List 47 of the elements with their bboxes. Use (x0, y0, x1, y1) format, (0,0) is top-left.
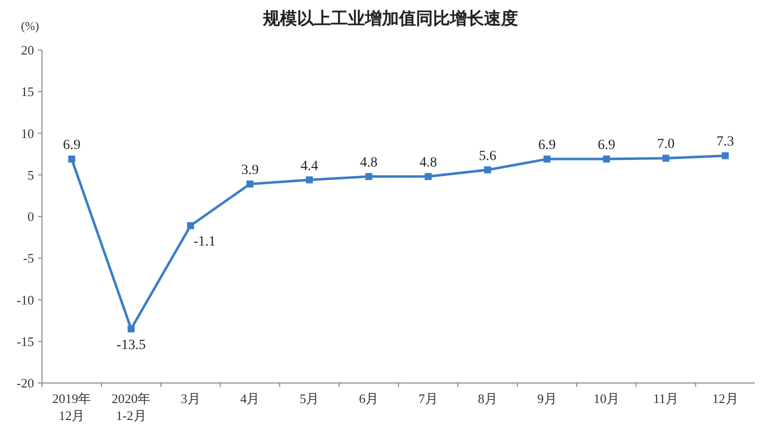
text: 6.9 (538, 138, 556, 154)
y-tick-label: -15 (16, 334, 34, 349)
x-tick-label: 4月 (240, 391, 260, 406)
text: 4.4 (300, 158, 318, 174)
point (484, 166, 492, 174)
x-tick-label: 8月 (478, 391, 498, 406)
point (187, 222, 194, 230)
y-tick-label: 15 (21, 84, 34, 100)
point (128, 325, 135, 332)
text: 7.0 (657, 137, 675, 152)
y-tick-label: -20 (16, 376, 34, 390)
x-tick-label: 2019年 12月 (52, 391, 92, 423)
x-tick-label: 9月 (537, 391, 557, 406)
text: 3.9 (241, 163, 259, 178)
point (602, 156, 610, 163)
text: 7.3 (716, 134, 734, 150)
point (722, 152, 729, 160)
x-tick-label: 12月 (712, 391, 738, 406)
text: 4.8 (419, 156, 437, 171)
x-tick-label: 6月 (359, 391, 379, 406)
y-tick-label: 10 (21, 126, 34, 141)
point (306, 176, 313, 184)
x-tick-label: 2020年 1-2月 (112, 391, 151, 423)
point (662, 154, 670, 162)
text: 4.8 (360, 156, 378, 171)
x-tick-label: 5月 (300, 391, 320, 406)
chart-title: 规模以上工业增加值同比增长速度 (262, 9, 518, 29)
y-tick-label: 5 (28, 167, 34, 182)
point (68, 156, 76, 163)
y-axis-title: (%) (21, 19, 39, 33)
text: 6.9 (598, 138, 616, 154)
text: -13.5 (116, 338, 146, 353)
point (424, 173, 432, 180)
text: -1.1 (193, 234, 216, 250)
y-tick-label: 0 (28, 209, 34, 224)
x-tick-label: 3月 (180, 391, 200, 406)
x-tick-label: 10月 (593, 391, 620, 406)
x-tick-label: 11月 (653, 391, 679, 406)
x-tick-label: 7月 (418, 391, 438, 406)
y-tick-label: 20 (21, 42, 34, 58)
y-tick-label: -5 (23, 250, 34, 266)
point (365, 173, 372, 180)
y-tick-label: -10 (16, 292, 34, 308)
point (544, 156, 551, 163)
text: 6.9 (62, 138, 80, 154)
text: 5.6 (478, 148, 496, 164)
point (246, 180, 254, 188)
